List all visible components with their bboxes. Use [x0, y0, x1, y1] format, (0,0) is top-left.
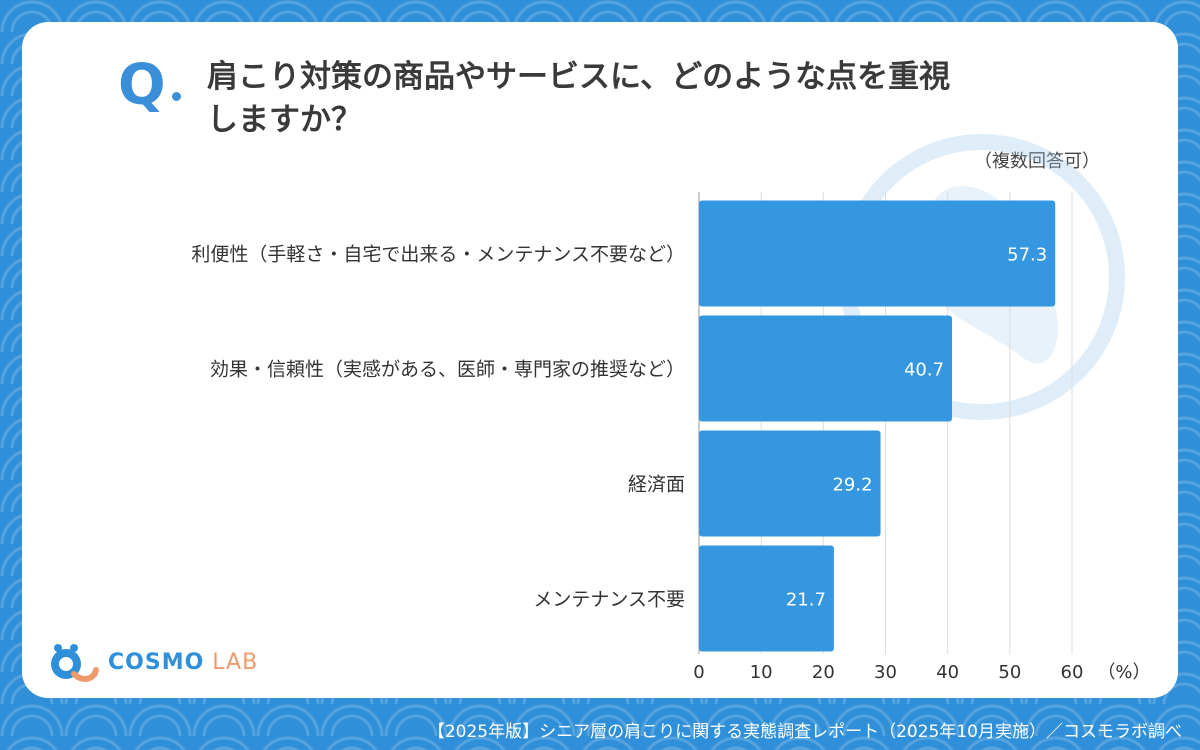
- question-mark-q: Q: [118, 53, 166, 118]
- category-label: メンテナンス不要: [533, 589, 685, 611]
- bar: [699, 315, 953, 422]
- bar-value-label: 57.3: [1007, 245, 1047, 266]
- chart-card: Q 肩こり対策の商品やサービスに、どのような点を重視 しますか？ （複数回答可）…: [22, 22, 1178, 698]
- bar-value-label: 29.2: [832, 475, 872, 496]
- x-tick-label: 50: [998, 662, 1021, 683]
- question-title: 肩こり対策の商品やサービスに、どのような点を重視 しますか？: [207, 56, 1067, 142]
- category-label: 経済面: [628, 474, 685, 496]
- x-tick-label: 30: [874, 662, 897, 683]
- category-label: 効果・信頼性（実感がある、医師・専門家の推奨など）: [210, 359, 685, 381]
- x-tick-label: 20: [812, 662, 835, 683]
- question-title-line1: 肩こり対策の商品やサービスに、どのような点を重視: [207, 59, 951, 95]
- bar: [699, 545, 834, 652]
- logo-brand-text: COSMO: [108, 649, 205, 675]
- category-label: 利便性（手軽さ・自宅で出来る・メンテナンス不要など）: [191, 244, 685, 266]
- x-tick-label: 0: [693, 662, 704, 683]
- x-tick-label: 60: [1061, 662, 1084, 683]
- bar-value-label: 21.7: [786, 590, 826, 611]
- x-tick-label: 10: [750, 662, 773, 683]
- x-tick-label: 40: [936, 662, 959, 683]
- source-footer: 【2025年版】シニア層の肩こりに関する実態調査レポート（2025年10月実施）…: [427, 722, 1182, 742]
- bar: [699, 200, 1056, 307]
- logo-sub-text: LAB: [212, 649, 259, 675]
- question-mark-dot: [172, 92, 181, 101]
- bar-value-label: 40.7: [904, 360, 944, 381]
- question-title-line2: しますか？: [207, 101, 362, 138]
- multiple-answer-note: （複数回答可）: [974, 151, 1100, 172]
- bar: [699, 430, 881, 537]
- x-axis-unit: （%）: [1097, 662, 1150, 683]
- cosmo-lab-logo: COSMO LAB: [44, 640, 258, 684]
- bar-chart: 0 10 20 30 40 50 60 （%） 57.3 利便性（手軽さ・自宅で出来る・メンテナン…: [191, 192, 1151, 683]
- cosmo-lab-mascot-icon: [51, 644, 99, 682]
